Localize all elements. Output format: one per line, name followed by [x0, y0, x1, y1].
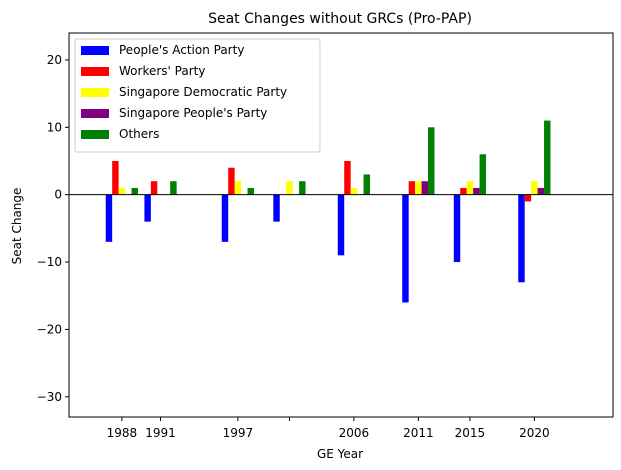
legend-swatch	[81, 46, 109, 55]
bar-others-2011	[428, 127, 435, 195]
x-tick-label: 2011	[403, 426, 434, 440]
bar-people-s-action-party-1991	[144, 194, 151, 222]
legend: People's Action Party Workers' Party Singa…	[74, 38, 321, 153]
bar-others-1997	[247, 187, 254, 195]
bar-singapore-democratic-party-1988	[118, 187, 126, 195]
legend-entry: Workers' Party	[119, 64, 205, 78]
legend-entry: Others	[119, 127, 159, 141]
bar-others-1988	[131, 187, 138, 195]
bar-workers-party-2020	[524, 194, 532, 202]
x-axis-label: GE Year	[317, 447, 363, 461]
bar-people-s-action-party-2001	[273, 194, 280, 222]
y-tick-label: 10	[47, 120, 62, 134]
plot-area: −30 −20 −10 0 10 20 1988 1991 1997 2006 2011 2015 20…	[37, 32, 614, 440]
bar-singapore-democratic-party-2001	[286, 181, 293, 195]
legend-swatch	[81, 109, 109, 118]
legend-frame	[74, 38, 321, 153]
bar-singapore-democratic-party-2011	[415, 181, 422, 195]
bar-others-2020	[544, 120, 551, 195]
bar-others-2015	[479, 154, 487, 195]
y-tick-label: 0	[54, 188, 62, 202]
bar-workers-party-1988	[112, 161, 119, 195]
bar-workers-party-1997	[228, 167, 235, 195]
bar-singapore-people-s-party-2015	[473, 187, 480, 195]
bar-people-s-action-party-2020	[518, 194, 525, 283]
legend-entry: Singapore People's Party	[119, 106, 267, 120]
bar-singapore-democratic-party-1997	[234, 181, 242, 195]
y-tick-label: −10	[37, 255, 62, 269]
bar-others-2006	[363, 174, 371, 195]
y-tick-label: 20	[47, 53, 62, 67]
bar-others-1991	[170, 181, 177, 195]
bar-people-s-action-party-1988	[105, 194, 113, 242]
bar-singapore-people-s-party-2020	[537, 187, 545, 195]
bar-people-s-action-party-2011	[402, 194, 409, 303]
chart-title: Seat Changes without GRCs (Pro-PAP)	[208, 11, 472, 27]
legend-swatch	[81, 130, 109, 139]
bar-others-2001	[299, 181, 306, 195]
bar-people-s-action-party-1997	[221, 194, 229, 242]
bar-workers-party-2006	[344, 161, 351, 195]
legend-swatch	[81, 67, 109, 76]
x-tick-label: 1991	[145, 426, 176, 440]
legend-entry: Singapore Democratic Party	[119, 85, 287, 99]
bar-singapore-democratic-party-2006	[350, 187, 358, 195]
bar-people-s-action-party-2006	[337, 194, 345, 256]
bar-singapore-people-s-party-2011	[421, 181, 429, 195]
bar-workers-party-2011	[408, 181, 416, 195]
bar-singapore-democratic-party-2015	[466, 181, 474, 195]
bar-singapore-democratic-party-2020	[531, 181, 538, 195]
x-tick-label: 2006	[339, 426, 370, 440]
legend-entry: People's Action Party	[119, 43, 244, 57]
bar-people-s-action-party-2015	[453, 194, 461, 263]
x-tick-label: 2020	[519, 426, 550, 440]
x-tick-label: 2015	[455, 426, 486, 440]
legend-swatch	[81, 88, 109, 97]
y-tick-label: −30	[37, 390, 62, 404]
x-tick-label: 1988	[107, 426, 138, 440]
bar-workers-party-1991	[150, 181, 158, 195]
bar-workers-party-2015	[460, 187, 467, 195]
y-tick-label: −20	[37, 322, 62, 336]
y-axis-label: Seat Change	[10, 188, 24, 265]
x-tick-label: 1997	[223, 426, 254, 440]
plot-frame	[68, 32, 614, 418]
